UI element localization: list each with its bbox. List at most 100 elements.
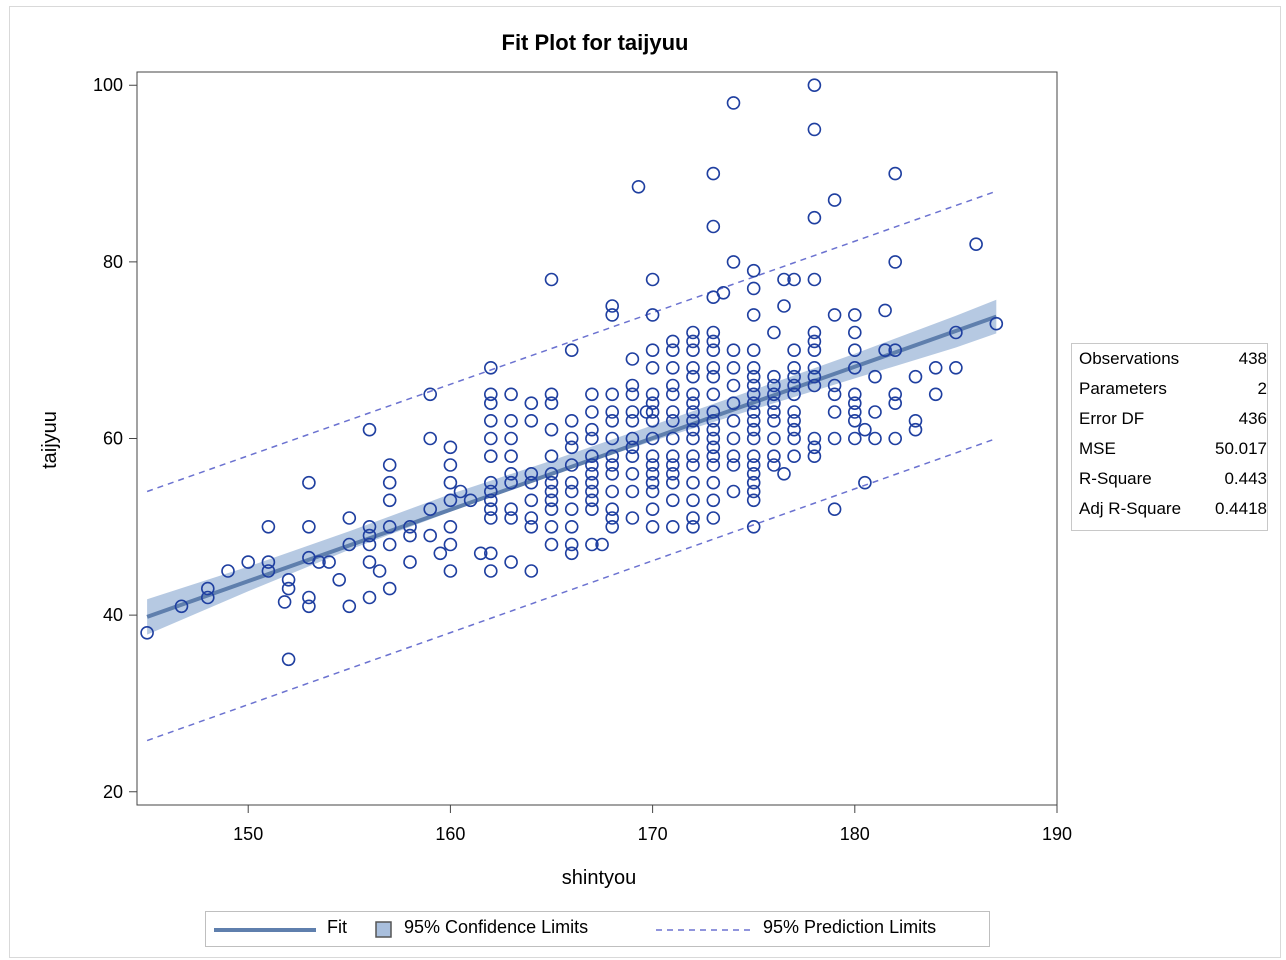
data-point	[847, 405, 862, 419]
data-point	[706, 334, 721, 349]
data-point	[827, 405, 842, 419]
data-point	[807, 325, 822, 340]
chart-frame	[9, 6, 1281, 958]
data-point	[645, 458, 660, 472]
data-point	[746, 413, 761, 428]
data-point	[686, 413, 700, 428]
stat-label: Observations	[1079, 349, 1180, 368]
data-point	[483, 360, 498, 375]
axes-layer: 150 160 170 180 190 20 40 60 80 100	[93, 71, 1072, 844]
data-point	[726, 484, 741, 499]
data-point	[625, 449, 640, 464]
data-point	[605, 466, 620, 481]
data-point	[645, 308, 660, 322]
data-point	[605, 484, 620, 499]
data-point	[504, 431, 518, 446]
data-point	[605, 387, 620, 402]
data-point	[858, 475, 872, 490]
data-point	[665, 493, 680, 508]
data-point	[605, 308, 620, 322]
data-point	[625, 511, 640, 525]
fit-line-layer	[146, 314, 998, 619]
data-point	[686, 405, 700, 419]
data-point	[544, 493, 559, 508]
data-point	[777, 272, 791, 287]
data-point	[746, 281, 761, 296]
data-point	[524, 511, 539, 525]
data-point	[382, 458, 397, 472]
data-point	[473, 546, 488, 561]
data-point	[443, 519, 458, 534]
y-tick-label: 20	[103, 782, 123, 802]
data-point	[949, 360, 963, 375]
data-point	[544, 272, 559, 287]
data-point	[372, 564, 387, 578]
data-point	[868, 369, 882, 384]
data-point	[362, 555, 377, 569]
data-point	[807, 78, 822, 92]
data-point	[342, 537, 357, 552]
stat-row-r-square: R-Square 0.443	[1072, 464, 1267, 494]
data-point	[605, 413, 620, 428]
stat-label: MSE	[1079, 439, 1116, 458]
data-point	[787, 343, 801, 358]
data-point	[706, 422, 721, 437]
data-point	[746, 369, 761, 384]
data-point	[746, 484, 761, 499]
x-tick-label: 150	[233, 824, 263, 844]
data-point	[746, 387, 761, 402]
x-tick-label: 170	[638, 824, 668, 844]
data-point	[665, 519, 680, 534]
data-point	[585, 431, 599, 446]
data-point	[443, 458, 458, 472]
data-point	[726, 449, 741, 464]
data-point	[686, 369, 700, 384]
data-point	[746, 519, 761, 534]
data-point	[605, 511, 620, 525]
data-point	[645, 449, 660, 464]
data-point	[868, 431, 882, 446]
data-point	[665, 334, 680, 349]
data-point	[969, 237, 983, 251]
stat-row-error-df: Error DF 436	[1072, 404, 1267, 434]
data-point	[726, 360, 741, 375]
data-point	[524, 493, 539, 508]
stat-label: R-Square	[1079, 469, 1152, 488]
data-point	[827, 193, 842, 207]
data-point	[847, 308, 862, 322]
data-point	[787, 422, 801, 437]
data-point	[706, 369, 721, 384]
data-point	[564, 431, 579, 446]
data-point	[746, 360, 761, 375]
data-point	[605, 519, 620, 534]
data-point	[706, 166, 721, 181]
data-point	[544, 537, 559, 552]
data-point	[504, 475, 518, 490]
data-point	[362, 590, 377, 605]
data-point	[524, 413, 539, 428]
data-point	[261, 555, 276, 569]
stat-value: 436	[1238, 409, 1267, 428]
stat-value: 0.4418	[1215, 499, 1267, 518]
stat-label: Error DF	[1079, 409, 1145, 428]
data-point	[746, 422, 761, 437]
data-point	[807, 378, 822, 393]
data-point	[585, 502, 599, 517]
x-tick-label: 180	[840, 824, 870, 844]
data-point	[544, 422, 559, 437]
data-point	[483, 564, 498, 578]
data-point	[625, 352, 640, 366]
data-point	[767, 396, 781, 411]
data-point	[443, 475, 458, 490]
data-point	[706, 458, 721, 472]
data-point	[807, 334, 822, 349]
data-point	[645, 502, 660, 517]
data-point	[908, 413, 923, 428]
data-point	[767, 413, 781, 428]
data-point	[504, 449, 518, 464]
data-point	[928, 360, 943, 375]
data-point	[787, 369, 801, 384]
data-point	[878, 343, 892, 358]
data-point	[605, 431, 620, 446]
data-point	[585, 484, 599, 499]
